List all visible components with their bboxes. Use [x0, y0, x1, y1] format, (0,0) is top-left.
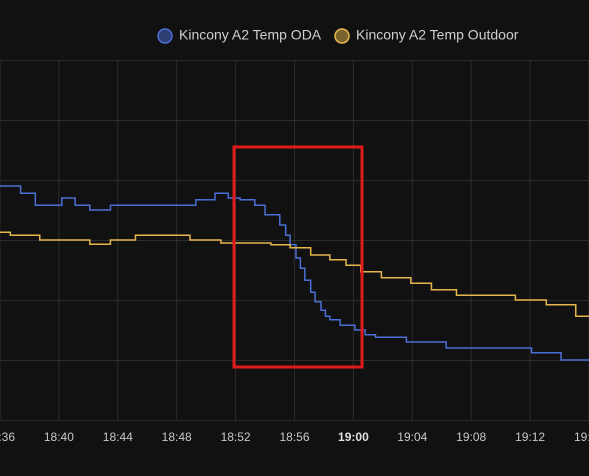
x-tick-label: 18:56	[279, 430, 309, 444]
series-line	[0, 231, 589, 317]
x-tick-label: 19:00	[338, 430, 369, 444]
legend: Kincony A2 Temp ODA Kincony A2 Temp Outd…	[157, 27, 519, 44]
x-tick-label: 18:48	[162, 430, 192, 444]
plot	[0, 185, 589, 361]
x-tick-label: 18:40	[44, 430, 74, 444]
x-tick-label: 19:12	[515, 430, 545, 444]
x-tick-label: 19:04	[397, 430, 427, 444]
legend-label[interactable]: Kincony A2 Temp ODA	[179, 27, 322, 43]
series-line	[0, 185, 589, 361]
legend-swatch[interactable]	[334, 28, 350, 44]
v-grid	[0, 60, 589, 420]
highlight-box	[232, 145, 364, 369]
x-axis: 18:36 18:40 18:44 18:48 18:52 18:56 19:00 19:04…	[0, 430, 589, 444]
x-tick-label: 18:36	[0, 430, 15, 444]
x-tick-label: 19:08	[456, 430, 486, 444]
x-tick-label: 18:52	[221, 430, 251, 444]
x-tick-label: 18:44	[103, 430, 133, 444]
x-tick-label: 19:16	[574, 430, 589, 444]
legend-label[interactable]: Kincony A2 Temp Outdoor	[356, 27, 519, 43]
legend-swatch[interactable]	[157, 28, 173, 44]
